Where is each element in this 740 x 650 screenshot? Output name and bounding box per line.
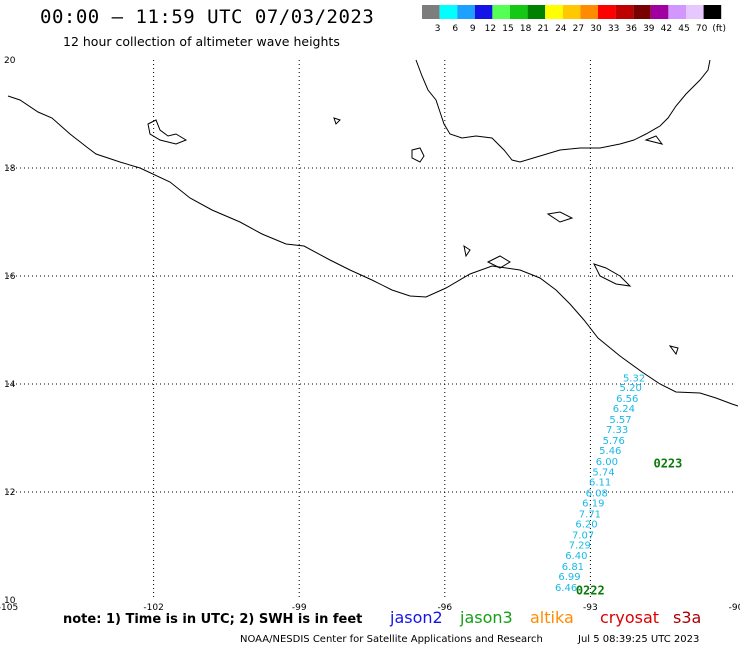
coast-detail <box>644 135 664 145</box>
color-swatch <box>703 5 722 19</box>
latitude-label: 18 <box>4 164 16 174</box>
swh-value: 6.20 <box>575 520 597 531</box>
coastline-pacific <box>7 95 739 407</box>
color-swatch <box>615 5 634 19</box>
color-swatch <box>457 5 475 19</box>
color-scale-label: 33 <box>608 24 619 34</box>
longitude-label: -93 <box>583 603 598 613</box>
color-scale-legend: 3 6 9 12 15 18 21 24 27 30 33 36 39 42 45 70 (ft) <box>422 5 726 34</box>
latitude-label: 10 <box>4 596 16 606</box>
swh-value: 7.07 <box>572 530 594 541</box>
color-swatch <box>492 5 510 19</box>
color-scale-label: 36 <box>625 24 637 34</box>
color-swatch <box>527 5 546 19</box>
satellite-label-jason2: jason2 <box>390 608 443 627</box>
longitude-label: -99 <box>292 603 307 613</box>
longitude-label: -102 <box>143 603 163 613</box>
coastline-gulf <box>415 59 711 163</box>
color-scale-label: 6 <box>452 24 458 34</box>
coastline <box>7 59 739 407</box>
swh-value: 7.29 <box>569 541 591 552</box>
color-swatch <box>580 5 598 19</box>
color-scale-unit: (ft) <box>712 24 726 34</box>
swh-value: 6.99 <box>558 572 580 583</box>
satellite-label-jason3: jason3 <box>460 608 513 627</box>
swh-value: 6.24 <box>613 404 635 415</box>
color-swatch <box>650 5 669 19</box>
longitude-label: -105 <box>0 603 18 613</box>
coast-detail <box>411 147 425 163</box>
swh-value: 6.08 <box>586 488 608 499</box>
color-scale-label: 12 <box>485 24 496 34</box>
latitude-label: 14 <box>4 380 16 390</box>
footer-note: note: 1) Time is in UTC; 2) SWH is in fe… <box>63 612 363 627</box>
color-swatch <box>686 5 704 19</box>
longitude-label: -90 <box>729 603 740 613</box>
coast-detail <box>333 117 341 125</box>
color-swatch <box>633 5 651 19</box>
pass-label: 0222 <box>576 584 605 598</box>
satellite-label-altika: altika <box>530 608 574 627</box>
longitude-label: -96 <box>437 603 452 613</box>
swh-value: 6.40 <box>565 551 587 562</box>
coast-detail <box>546 211 574 223</box>
color-scale-label: 18 <box>520 24 532 34</box>
altimeter-track: 5.325.206.566.245.577.335.765.466.005.74… <box>555 373 682 597</box>
latitude-label: 20 <box>4 56 16 66</box>
swh-value: 5.20 <box>620 383 642 394</box>
latitude-label: 16 <box>4 272 16 282</box>
swh-value: 6.81 <box>562 562 584 573</box>
lat-lon-grid: -105 -102 -99 -96 -93 -90 20 18 16 14 12 10 <box>0 56 740 613</box>
satellite-label-s3a: s3a <box>673 608 702 627</box>
pass-label: 0223 <box>653 457 682 471</box>
swh-value: 5.32 <box>623 373 645 384</box>
color-scale-label: 3 <box>435 24 441 34</box>
color-scale-label: 42 <box>661 24 672 34</box>
swh-value: 5.57 <box>609 415 631 426</box>
swh-value: 5.74 <box>592 467 614 478</box>
swh-value: 7.33 <box>606 425 628 436</box>
swh-value: 6.56 <box>616 394 638 405</box>
swh-value: 6.11 <box>589 478 611 489</box>
swh-value: 6.46 <box>555 583 577 594</box>
color-scale-label: 21 <box>537 24 548 34</box>
color-swatch <box>598 5 616 19</box>
swh-value: 6.19 <box>582 499 604 510</box>
color-scale-label: 45 <box>678 24 689 34</box>
color-swatch <box>668 5 686 19</box>
generation-timestamp: Jul 5 08:39:25 UTC 2023 <box>578 634 700 645</box>
swh-value: 5.46 <box>599 446 621 457</box>
color-swatch <box>510 5 528 19</box>
color-scale-label: 39 <box>643 24 655 34</box>
color-swatch <box>439 5 458 19</box>
swh-value: 6.00 <box>596 457 618 468</box>
latitude-label: 12 <box>4 488 15 498</box>
color-swatch <box>545 5 563 19</box>
color-swatch <box>562 5 581 19</box>
color-scale-label: 30 <box>590 24 602 34</box>
color-scale-label: 15 <box>502 24 513 34</box>
coast-detail <box>593 263 632 287</box>
swh-value: 7.71 <box>579 509 601 520</box>
color-scale-label: 70 <box>696 24 708 34</box>
map-title: 00:00 – 11:59 UTC 07/03/2023 <box>40 6 375 28</box>
coast-detail <box>147 119 188 145</box>
coast-detail <box>463 244 471 258</box>
color-swatch <box>422 5 440 19</box>
credit-line: NOAA/NESDIS Center for Satellite Applica… <box>240 634 543 645</box>
swh-value: 5.76 <box>603 436 625 447</box>
coast-detail <box>668 345 679 356</box>
color-scale-label: 9 <box>470 24 476 34</box>
color-scale-label: 24 <box>555 24 567 34</box>
color-swatch <box>474 5 493 19</box>
map-subtitle: 12 hour collection of altimeter wave hei… <box>63 34 340 49</box>
coast-detail <box>486 255 511 269</box>
color-scale-label: 27 <box>573 24 584 34</box>
satellite-label-cryosat: cryosat <box>600 608 660 627</box>
